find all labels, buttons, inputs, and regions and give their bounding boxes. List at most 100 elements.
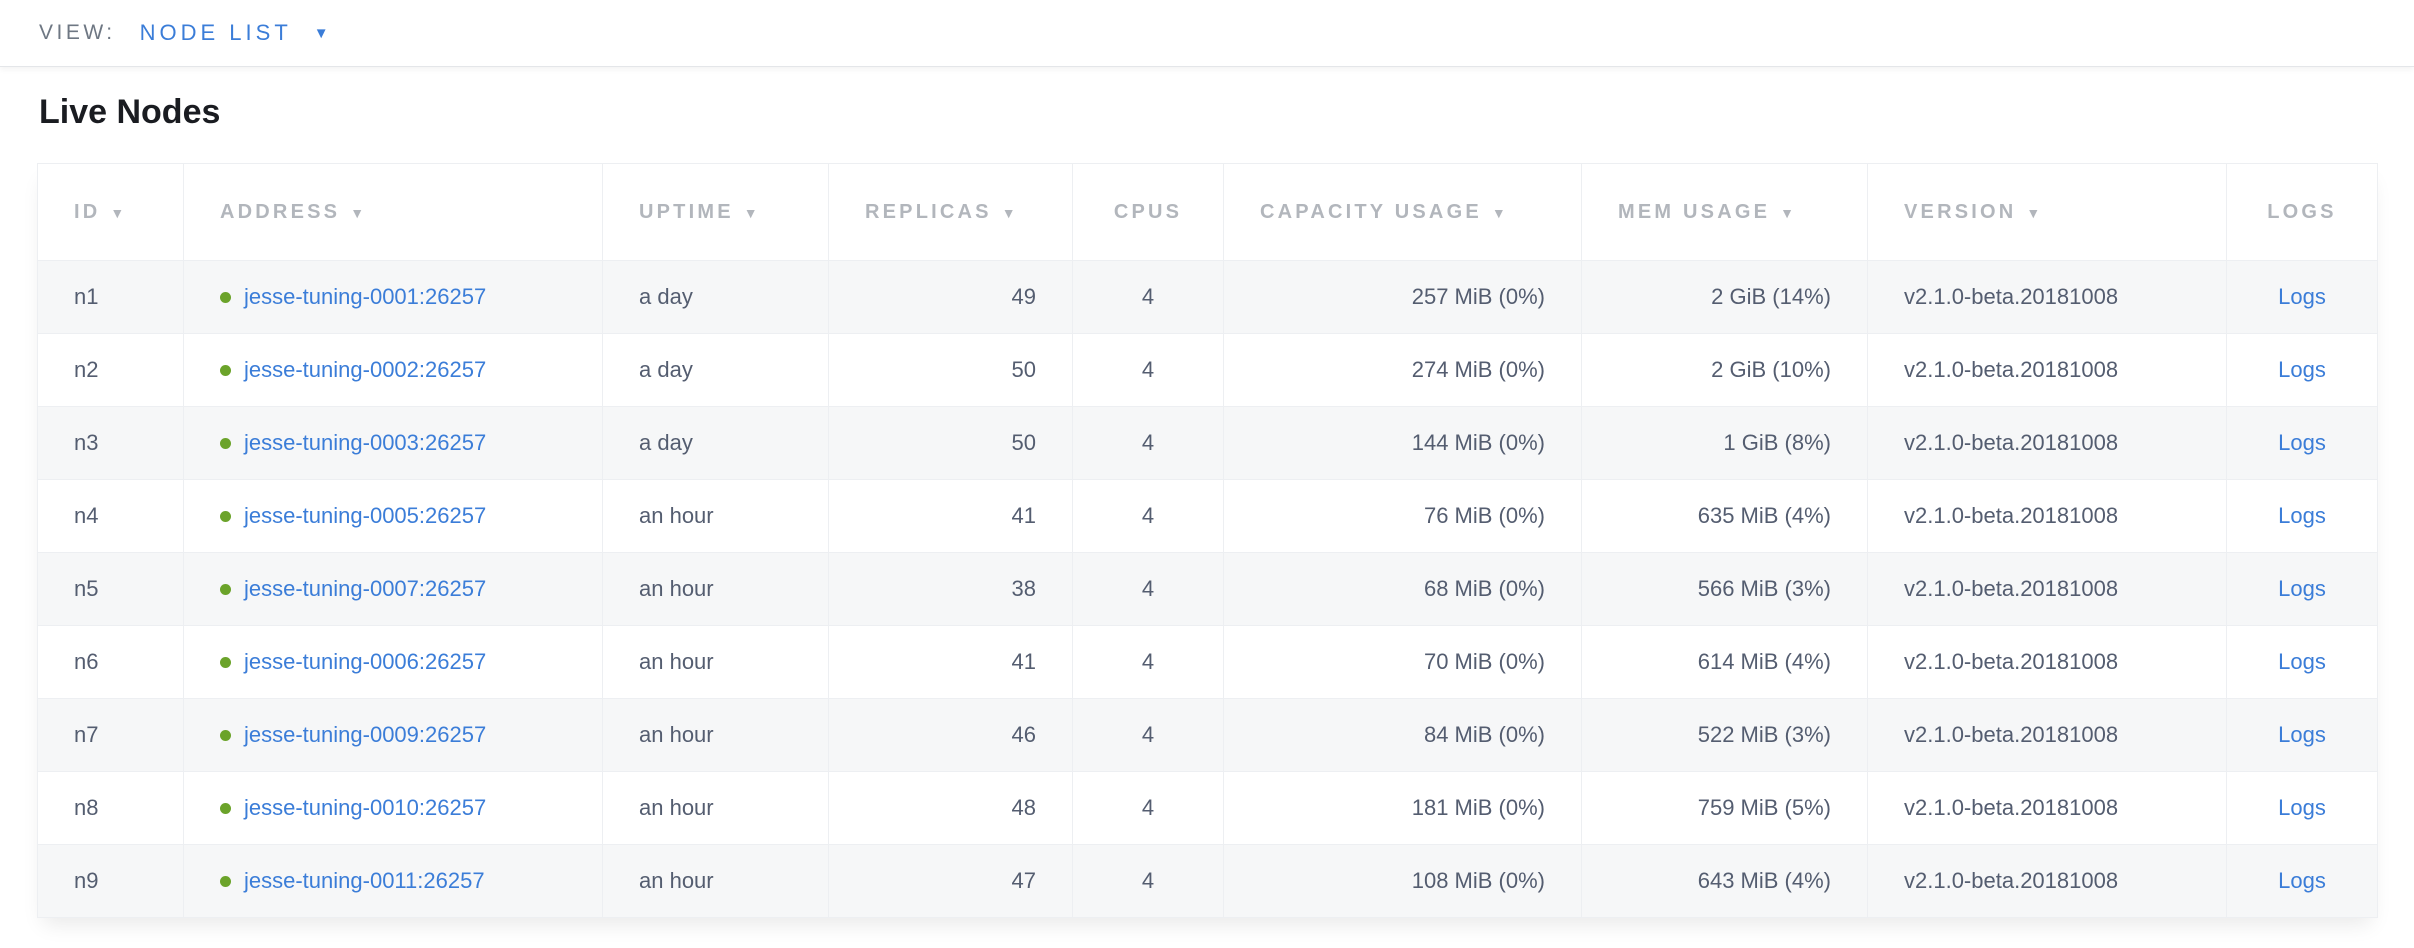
- node-capacity-usage-cell: 108 MiB (0%): [1223, 844, 1582, 918]
- node-cpus-cell: 4: [1072, 479, 1224, 553]
- node-address-link[interactable]: jesse-tuning-0006:26257: [244, 649, 487, 674]
- node-uptime-cell: an hour: [602, 552, 829, 626]
- node-health-dot-icon: [220, 803, 231, 814]
- node-uptime-cell: an hour: [602, 698, 829, 772]
- node-logs-link[interactable]: Logs: [2278, 649, 2326, 674]
- sort-arrow-icon: ▼: [1001, 204, 1019, 221]
- node-mem-usage-cell: 522 MiB (3%): [1581, 698, 1868, 772]
- column-header-id[interactable]: ID ▼: [37, 163, 184, 261]
- node-uptime-cell: a day: [602, 260, 829, 334]
- column-header-uptime[interactable]: UPTIME ▼: [602, 163, 829, 261]
- node-capacity-usage-cell: 274 MiB (0%): [1223, 333, 1582, 407]
- node-id-cell: n7: [37, 698, 184, 772]
- node-mem-usage-cell: 635 MiB (4%): [1581, 479, 1868, 553]
- table-header-row: ID ▼ ADDRESS ▼ UPTIME ▼ REPLICAS ▼ CPUS CAPA…: [37, 163, 2378, 261]
- node-logs-link[interactable]: Logs: [2278, 503, 2326, 528]
- node-address-cell: jesse-tuning-0005:26257: [183, 479, 603, 553]
- node-logs-link[interactable]: Logs: [2278, 576, 2326, 601]
- node-cpus-cell: 4: [1072, 698, 1224, 772]
- dropdown-caret-icon: ▼: [313, 24, 329, 42]
- node-cpus-cell: 4: [1072, 844, 1224, 918]
- node-row: n8 jesse-tuning-0010:26257 an hour 48 4 …: [37, 771, 2378, 845]
- node-health-dot-icon: [220, 511, 231, 522]
- column-header-capacity-usage[interactable]: CAPACITY USAGE ▼: [1223, 163, 1582, 261]
- node-address-cell: jesse-tuning-0003:26257: [183, 406, 603, 480]
- node-mem-usage-cell: 566 MiB (3%): [1581, 552, 1868, 626]
- sort-arrow-icon: ▼: [1491, 204, 1509, 221]
- view-bar: VIEW: NODE LIST ▼: [0, 0, 2414, 67]
- node-logs-cell: Logs: [2226, 698, 2378, 772]
- live-nodes-table: ID ▼ ADDRESS ▼ UPTIME ▼ REPLICAS ▼ CPUS CAPA…: [37, 163, 2378, 918]
- node-cpus-cell: 4: [1072, 260, 1224, 334]
- node-address-link[interactable]: jesse-tuning-0005:26257: [244, 503, 487, 528]
- node-version-cell: v2.1.0-beta.20181008: [1867, 625, 2227, 699]
- node-capacity-usage-cell: 76 MiB (0%): [1223, 479, 1582, 553]
- node-logs-link[interactable]: Logs: [2278, 868, 2326, 893]
- node-replicas-cell: 47: [828, 844, 1073, 918]
- column-header-mem-usage[interactable]: MEM USAGE ▼: [1581, 163, 1868, 261]
- node-logs-cell: Logs: [2226, 479, 2378, 553]
- node-mem-usage-cell: 2 GiB (14%): [1581, 260, 1868, 334]
- node-cpus-cell: 4: [1072, 333, 1224, 407]
- node-address-link[interactable]: jesse-tuning-0007:26257: [244, 576, 487, 601]
- column-header-replicas[interactable]: REPLICAS ▼: [828, 163, 1073, 261]
- node-logs-link[interactable]: Logs: [2278, 722, 2326, 747]
- node-address-link[interactable]: jesse-tuning-0001:26257: [244, 284, 487, 309]
- node-replicas-cell: 50: [828, 333, 1073, 407]
- node-logs-cell: Logs: [2226, 625, 2378, 699]
- node-address-link[interactable]: jesse-tuning-0002:26257: [244, 357, 487, 382]
- node-address-link[interactable]: jesse-tuning-0010:26257: [244, 795, 487, 820]
- view-label: VIEW:: [39, 21, 116, 44]
- node-capacity-usage-cell: 144 MiB (0%): [1223, 406, 1582, 480]
- node-logs-link[interactable]: Logs: [2278, 357, 2326, 382]
- column-header-address[interactable]: ADDRESS ▼: [183, 163, 603, 261]
- node-uptime-cell: a day: [602, 333, 829, 407]
- node-logs-link[interactable]: Logs: [2278, 284, 2326, 309]
- node-id-cell: n1: [37, 260, 184, 334]
- node-cpus-cell: 4: [1072, 552, 1224, 626]
- node-address-cell: jesse-tuning-0006:26257: [183, 625, 603, 699]
- node-row: n3 jesse-tuning-0003:26257 a day 50 4 14…: [37, 406, 2378, 480]
- view-selected-value: NODE LIST: [139, 20, 292, 45]
- node-replicas-cell: 41: [828, 479, 1073, 553]
- node-replicas-cell: 48: [828, 771, 1073, 845]
- node-logs-cell: Logs: [2226, 771, 2378, 845]
- node-health-dot-icon: [220, 657, 231, 668]
- node-uptime-cell: an hour: [602, 625, 829, 699]
- node-address-cell: jesse-tuning-0002:26257: [183, 333, 603, 407]
- node-logs-link[interactable]: Logs: [2278, 430, 2326, 455]
- page-title: Live Nodes: [39, 93, 221, 131]
- node-logs-cell: Logs: [2226, 552, 2378, 626]
- column-header-cpus: CPUS: [1072, 163, 1224, 261]
- node-version-cell: v2.1.0-beta.20181008: [1867, 552, 2227, 626]
- sort-arrow-icon: ▼: [110, 204, 128, 221]
- node-uptime-cell: an hour: [602, 479, 829, 553]
- node-address-cell: jesse-tuning-0007:26257: [183, 552, 603, 626]
- node-row: n7 jesse-tuning-0009:26257 an hour 46 4 …: [37, 698, 2378, 772]
- column-header-logs: LOGS: [2226, 163, 2378, 261]
- node-version-cell: v2.1.0-beta.20181008: [1867, 844, 2227, 918]
- node-uptime-cell: a day: [602, 406, 829, 480]
- column-header-version[interactable]: VERSION ▼: [1867, 163, 2227, 261]
- node-mem-usage-cell: 643 MiB (4%): [1581, 844, 1868, 918]
- node-address-link[interactable]: jesse-tuning-0003:26257: [244, 430, 487, 455]
- node-health-dot-icon: [220, 438, 231, 449]
- node-address-cell: jesse-tuning-0001:26257: [183, 260, 603, 334]
- node-id-cell: n5: [37, 552, 184, 626]
- node-health-dot-icon: [220, 365, 231, 376]
- sort-arrow-icon: ▼: [2026, 204, 2044, 221]
- node-cpus-cell: 4: [1072, 771, 1224, 845]
- node-health-dot-icon: [220, 292, 231, 303]
- node-replicas-cell: 38: [828, 552, 1073, 626]
- view-selector-dropdown[interactable]: NODE LIST ▼: [140, 20, 329, 46]
- node-address-link[interactable]: jesse-tuning-0011:26257: [244, 868, 485, 893]
- node-address-link[interactable]: jesse-tuning-0009:26257: [244, 722, 487, 747]
- node-health-dot-icon: [220, 876, 231, 887]
- node-version-cell: v2.1.0-beta.20181008: [1867, 333, 2227, 407]
- live-nodes-table-card: ID ▼ ADDRESS ▼ UPTIME ▼ REPLICAS ▼ CPUS CAPA…: [37, 163, 2378, 918]
- node-replicas-cell: 50: [828, 406, 1073, 480]
- node-logs-cell: Logs: [2226, 406, 2378, 480]
- node-logs-link[interactable]: Logs: [2278, 795, 2326, 820]
- table-body: n1 jesse-tuning-0001:26257 a day 49 4 25…: [37, 260, 2378, 918]
- node-address-cell: jesse-tuning-0011:26257: [183, 844, 603, 918]
